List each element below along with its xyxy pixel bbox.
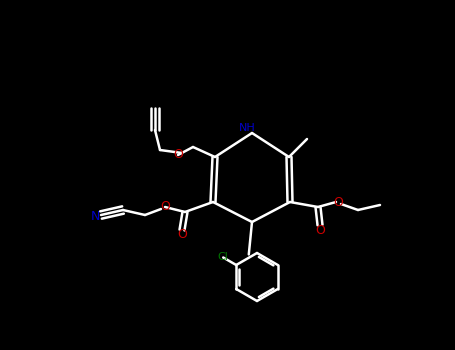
Text: Cl: Cl <box>218 252 229 262</box>
Text: N: N <box>90 210 100 224</box>
Text: O: O <box>177 229 187 241</box>
Text: O: O <box>333 196 343 209</box>
Text: NH: NH <box>238 123 255 133</box>
Text: O: O <box>173 148 183 161</box>
Text: O: O <box>160 201 170 214</box>
Text: O: O <box>315 224 325 237</box>
